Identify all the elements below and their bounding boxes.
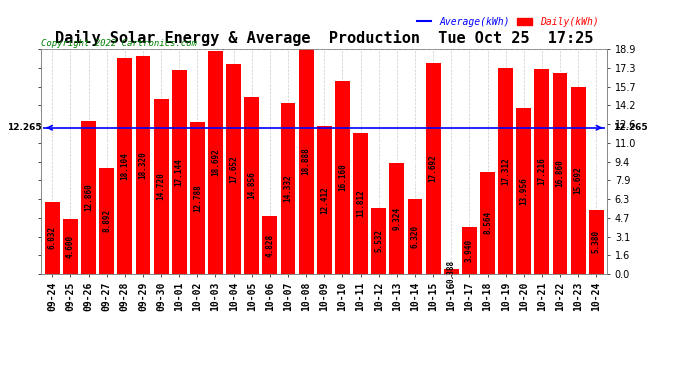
Title: Daily Solar Energy & Average  Production  Tue Oct 25  17:25: Daily Solar Energy & Average Production … <box>55 30 593 46</box>
Text: 14.332: 14.332 <box>284 175 293 202</box>
Text: 12.860: 12.860 <box>84 183 93 211</box>
Bar <box>408 198 422 274</box>
Text: 4.828: 4.828 <box>266 234 275 256</box>
Bar <box>135 56 150 274</box>
Bar <box>190 122 205 274</box>
Text: 0.388: 0.388 <box>446 260 455 283</box>
Bar <box>154 99 168 274</box>
Bar <box>371 208 386 274</box>
Text: 9.324: 9.324 <box>393 207 402 230</box>
Bar <box>553 73 567 274</box>
Bar <box>535 69 549 274</box>
Text: 8.892: 8.892 <box>102 209 111 232</box>
Bar <box>99 168 114 274</box>
Text: 18.888: 18.888 <box>302 147 310 175</box>
Bar <box>281 103 295 274</box>
Text: 8.564: 8.564 <box>483 211 492 234</box>
Bar <box>208 51 223 274</box>
Text: 16.860: 16.860 <box>555 159 564 187</box>
Bar <box>353 133 368 274</box>
Bar <box>571 87 586 274</box>
Bar <box>444 269 459 274</box>
Text: 11.812: 11.812 <box>356 190 365 217</box>
Text: 6.032: 6.032 <box>48 226 57 249</box>
Bar <box>262 216 277 274</box>
Text: 17.144: 17.144 <box>175 158 184 186</box>
Text: 13.956: 13.956 <box>520 177 529 204</box>
Bar <box>63 219 78 274</box>
Bar <box>317 126 332 274</box>
Text: 14.720: 14.720 <box>157 172 166 200</box>
Text: 17.652: 17.652 <box>229 155 238 183</box>
Text: 17.216: 17.216 <box>538 158 546 185</box>
Bar <box>172 70 187 274</box>
Text: 5.380: 5.380 <box>592 230 601 253</box>
Bar <box>426 63 440 274</box>
Text: 5.532: 5.532 <box>374 229 383 252</box>
Text: 14.856: 14.856 <box>247 171 256 199</box>
Bar <box>244 97 259 274</box>
Bar <box>81 121 96 274</box>
Text: 17.692: 17.692 <box>428 154 437 182</box>
Legend: Average(kWh), Daily(kWh): Average(kWh), Daily(kWh) <box>413 13 602 31</box>
Text: 18.320: 18.320 <box>139 151 148 178</box>
Bar <box>389 163 404 274</box>
Bar <box>498 68 513 274</box>
Text: 18.692: 18.692 <box>211 148 220 176</box>
Bar <box>45 202 60 274</box>
Bar <box>335 81 350 274</box>
Text: 18.104: 18.104 <box>120 152 129 180</box>
Text: 6.320: 6.320 <box>411 225 420 248</box>
Text: Copyright 2022 Cartronics.com: Copyright 2022 Cartronics.com <box>41 39 197 48</box>
Text: 12.788: 12.788 <box>193 184 202 211</box>
Bar <box>480 172 495 274</box>
Text: 16.160: 16.160 <box>338 164 347 191</box>
Bar <box>589 210 604 274</box>
Bar <box>516 108 531 274</box>
Bar <box>299 49 313 274</box>
Text: 12.265: 12.265 <box>7 123 41 132</box>
Text: 12.265: 12.265 <box>613 123 647 132</box>
Bar <box>226 64 241 274</box>
Text: 4.600: 4.600 <box>66 235 75 258</box>
Bar <box>117 58 132 274</box>
Text: 15.692: 15.692 <box>573 166 582 194</box>
Bar <box>462 227 477 274</box>
Text: 12.412: 12.412 <box>319 186 329 214</box>
Text: 3.940: 3.940 <box>465 239 474 262</box>
Text: 17.312: 17.312 <box>501 157 510 184</box>
